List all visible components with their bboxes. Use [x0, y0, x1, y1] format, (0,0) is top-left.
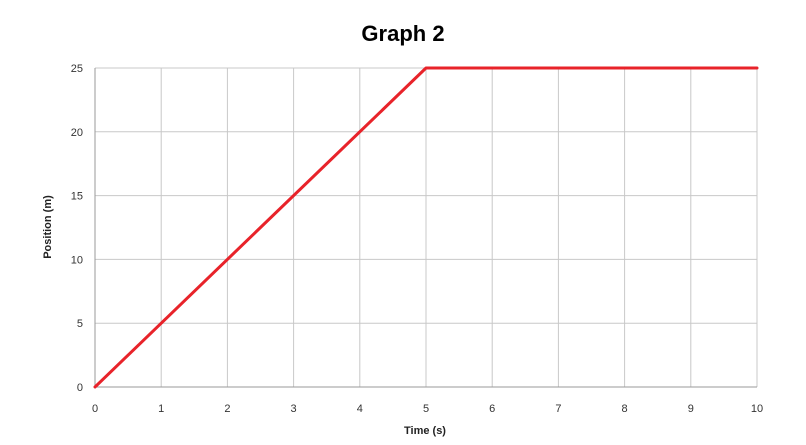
x-tick-label: 10 [751, 403, 763, 415]
x-tick-label: 7 [555, 403, 561, 415]
series-layer [93, 66, 759, 389]
y-tick-labels: 0 5 10 15 20 25 [71, 63, 83, 394]
series-line [93, 66, 759, 389]
y-tick-label: 20 [71, 127, 83, 139]
x-tick-label: 5 [423, 403, 429, 415]
x-tick-label: 8 [622, 403, 628, 415]
y-tick-label: 25 [71, 63, 83, 75]
x-tick-label: 4 [357, 403, 363, 415]
x-tick-label: 9 [688, 403, 694, 415]
x-tick-labels: 0 1 2 3 4 5 6 7 8 9 10 [92, 403, 763, 415]
y-tick-label: 15 [71, 191, 83, 203]
y-tick-label: 10 [71, 254, 83, 266]
x-axis-label: Time (s) [404, 425, 446, 437]
axes [94, 68, 757, 388]
x-tick-label: 1 [158, 403, 164, 415]
y-tick-label: 0 [77, 382, 83, 394]
y-axis-label: Position (m) [42, 195, 54, 259]
x-tick-label: 2 [224, 403, 230, 415]
x-tick-label: 0 [92, 403, 98, 415]
y-tick-label: 5 [77, 318, 83, 330]
x-tick-label: 6 [489, 403, 495, 415]
x-tick-label: 3 [291, 403, 297, 415]
chart-title: Graph 2 [361, 21, 444, 46]
